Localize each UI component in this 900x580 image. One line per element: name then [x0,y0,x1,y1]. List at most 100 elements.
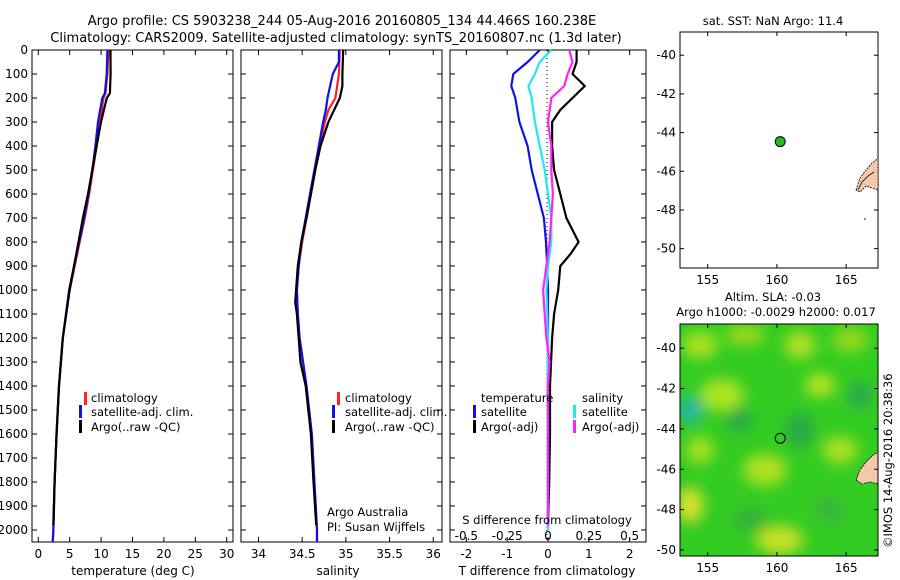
depth-tick-label: 400 [5,139,28,153]
sla-map-lon-label: 160 [765,561,788,575]
temperature-tick-label: 20 [156,547,171,561]
temperature-argo-line [52,49,112,526]
t-difference-tick-label: 1 [585,547,593,561]
sla-map-axes: 155 160 165 -40 -42 -44 -46 -48 -50 [656,324,878,575]
depth-tick-label: 1000 [0,283,28,297]
temperature-tick-label: 0 [34,547,42,561]
salinity-tick-label: 34 [251,547,266,561]
legend-satellite-adj: satellite-adj. clim. [345,405,447,419]
salinity-series [294,49,345,542]
figure-title-line2: Climatology: CARS2009. Satellite-adjuste… [50,31,622,46]
legend-temperature-head: temperature [481,391,553,405]
sla-map-lat-label: -50 [656,543,676,557]
sst-map-title: sat. SST: NaN Argo: 11.4 [703,14,844,28]
legend-argo: Argo(..raw -QC) [91,420,181,434]
s-difference-tick-label: 0.5 [620,529,639,543]
temperature-legend: climatology satellite-adj. clim. Argo(..… [79,391,193,434]
salinity-tick-label: 35.5 [376,547,403,561]
argo-location-ring [774,432,786,444]
salinity-climatology-line [295,49,341,542]
sst-map-lat-label: -42 [656,87,676,101]
sla-map-lat-label: -46 [656,462,676,476]
legend-satellite-adj: satellite-adj. clim. [91,405,193,419]
difference-series [510,49,586,530]
figure-title-line1: Argo profile: CS 5903238_244 05-Aug-2016… [88,14,596,29]
sla-map-lat-label: -40 [656,341,676,355]
s-difference-tick-label: 0 [544,529,552,543]
t-difference-axis-label: T difference from climatology [458,564,636,578]
temperature-axis: 0 5 10 15 20 25 30 [34,50,234,561]
salinity-panel: 34 34.5 35 35.5 36 salinity climatology sate… [240,49,447,578]
depth-tick-label: 1600 [0,427,28,441]
depth-tick-label: 500 [5,163,28,177]
sla-map-lat-label: -44 [656,422,676,436]
sla-map-lon-label: 165 [835,561,858,575]
depth-tick-label: 1400 [0,379,28,393]
depth-axis: 0 100 200 300 400 500 600 700 800 900 1000 1100 1200… [0,43,646,537]
sst-map: sat. SST: NaN Argo: 11.4 155 160 165 -40 -42… [656,14,879,287]
t-difference-axis: -2 -1 0 1 2 [460,50,633,561]
t-difference-tick-label: 2 [626,547,634,561]
s-difference-tick-label: -0.25 [492,529,523,543]
sla-field [680,324,878,556]
depth-tick-label: 900 [5,259,28,273]
difference-argo-line [546,50,586,526]
salinity-tick-label: 35 [338,547,353,561]
legend-s-satellite: satellite [582,405,628,419]
salinity-axis: 34 34.5 35 35.5 36 [251,50,441,561]
depth-tick-label: 300 [5,115,28,129]
legend-s-argo: Argo(-adj) [582,420,639,434]
depth-tick-label: 1100 [0,307,28,321]
t-difference-tick-label: -2 [460,547,472,561]
sla-map-lat-label: -42 [656,382,676,396]
sla-map-lat-label: -48 [656,503,676,517]
s-difference-axis-label: S difference from climatology [462,513,632,527]
depth-tick-label: 1500 [0,403,28,417]
salinity-legend: climatology satellite-adj. clim. Argo(..… [332,391,447,434]
sst-map-lon-label: 160 [765,273,788,287]
temperature-tick-label: 10 [93,547,108,561]
sla-map: Altim. SLA: -0.03 Argo h1000: -0.0029 h2… [656,290,879,575]
institution-label: Argo Australia [327,505,408,519]
s-difference-tick-label: 0.25 [575,529,602,543]
sst-map-lat-label: -46 [656,164,676,178]
pi-label: PI: Susan Wijffels [327,520,425,534]
t-difference-tick-label: 0 [544,547,552,561]
salinity-satellite-line [295,50,340,542]
depth-tick-label: 1800 [0,475,28,489]
temperature-series [51,49,112,543]
difference-panel: -2 -1 0 1 2 -0.5 -0.25 0 0.25 0.5 T difference f… [449,49,647,578]
depth-tick-label: 0 [20,43,28,57]
difference-sal_argo-line [541,49,574,526]
temperature-panel: 0100200300400500600700800900100011001200… [0,43,646,578]
argo-location-marker [774,432,786,444]
legend-climatology: climatology [345,391,412,405]
temperature-axis-label: temperature (deg C) [71,564,194,578]
sst-map-lat-label: -40 [656,48,676,62]
temperature-tick-label: 30 [219,547,234,561]
argo-location-dot [774,136,786,148]
depth-tick-label: 200 [5,91,28,105]
legend-t-argo: Argo(-adj) [481,420,538,434]
sst-map-lat-label: -50 [656,242,676,256]
legend-salinity-head: salinity [582,391,623,405]
depth-tick-label: 700 [5,211,28,225]
legend-climatology: climatology [91,391,158,405]
coastline-nz [855,157,878,220]
salinity-axis-label: salinity [316,564,359,578]
depth-tick-label: 800 [5,235,28,249]
depth-tick-label: 1900 [0,499,28,513]
sst-map-lon-label: 155 [696,273,719,287]
sla-map-title: Altim. SLA: -0.03 [725,290,821,304]
s-difference-axis: -0.5 -0.25 0 0.25 0.5 [455,529,640,543]
sst-map-lon-label: 165 [835,273,858,287]
depth-tick-label: 1700 [0,451,28,465]
depth-tick-label: 100 [5,67,28,81]
s-difference-tick-label: -0.5 [455,529,478,543]
temperature-tick-label: 25 [188,547,203,561]
sst-map-axes: 155 160 165 -40 -42 -44 -46 -48 -50 [656,32,878,287]
temperature-tick-label: 15 [125,547,140,561]
argo-location-marker [774,136,786,148]
depth-tick-label: 600 [5,187,28,201]
